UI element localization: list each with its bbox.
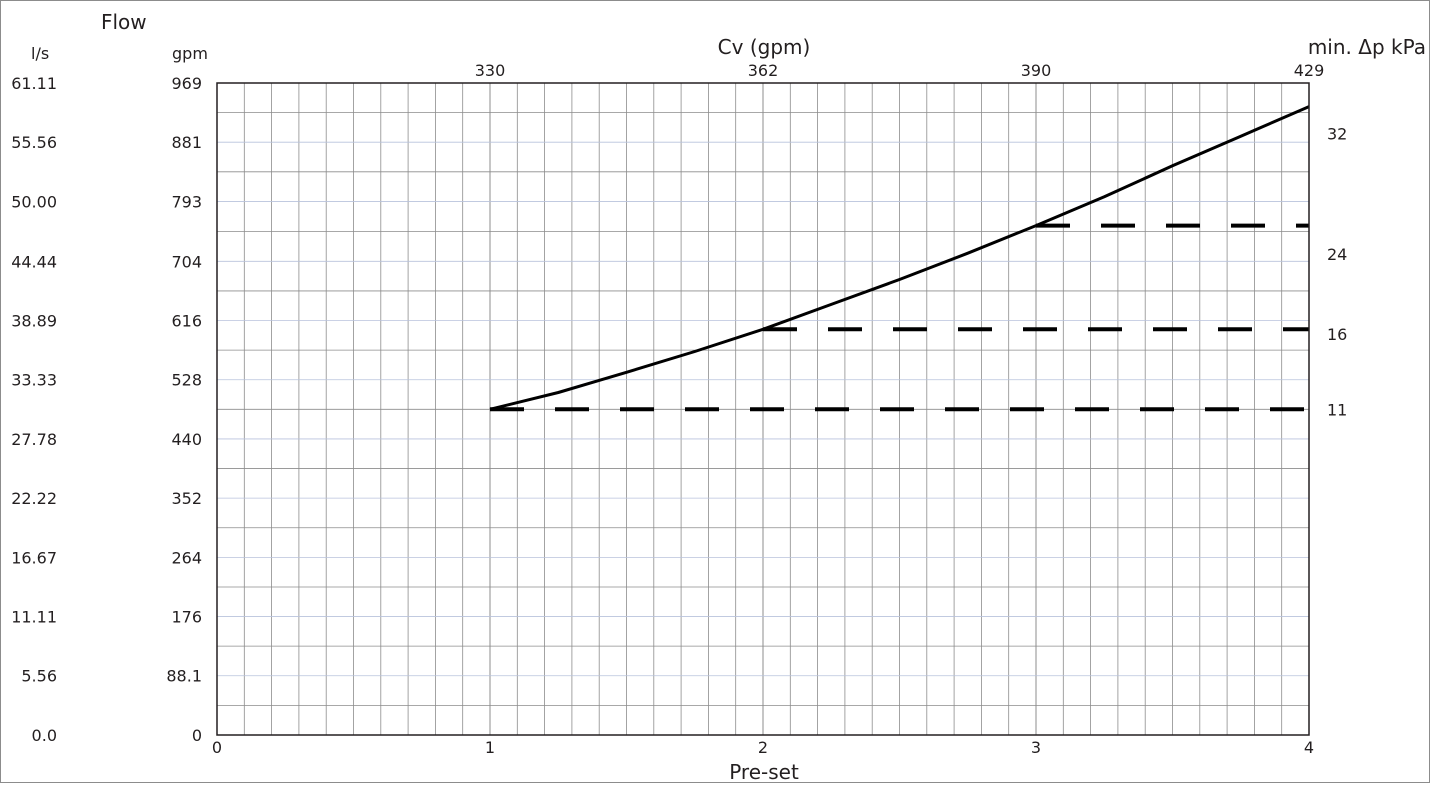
y-tick-label-ls: 22.22 [11,489,57,508]
y-tick-label-gpm: 352 [171,489,202,508]
label-layer: Flow l/s gpm Cv (gpm) min. Δp kPa Pre-se… [11,10,1426,784]
y-tick-label-gpm: 176 [171,608,202,627]
y-tick-label-gpm: 969 [171,74,202,93]
y-tick-label-gpm: 528 [171,371,202,390]
y-tick-label-ls: 50.00 [11,192,57,211]
y-axis-title: Flow [101,10,147,34]
right-axis-title: min. Δp kPa [1308,35,1426,59]
y-axis-unit-ls: l/s [31,44,49,63]
top-tick-label: 330 [475,61,506,80]
x-tick-label: 0 [212,738,222,757]
series-layer [489,105,1310,412]
right-tick-label: 24 [1327,245,1347,264]
x-tick-label: 1 [485,738,495,757]
y-tick-label-ls: 33.33 [11,371,57,390]
y-tick-label-gpm: 704 [171,252,202,271]
top-tick-label: 429 [1294,61,1325,80]
top-tick-label: 390 [1021,61,1052,80]
y-tick-label-ls: 0.0 [32,726,57,745]
right-tick-label: 32 [1327,124,1347,143]
top-tick-label: 362 [748,61,779,80]
y-tick-label-gpm: 88.1 [166,667,202,686]
x-tick-label: 3 [1031,738,1041,757]
plot-frame [216,82,1310,736]
y-tick-label-ls: 55.56 [11,133,57,152]
y-tick-label-ls: 5.56 [21,667,57,686]
y-tick-label-ls: 16.67 [11,548,57,567]
y-axis-unit-gpm: gpm [172,44,208,63]
y-tick-label-gpm: 793 [171,192,202,211]
top-axis-title: Cv (gpm) [718,35,811,59]
y-tick-label-ls: 11.11 [11,608,57,627]
y-tick-label-gpm: 616 [171,312,202,331]
right-tick-label: 16 [1327,325,1347,344]
x-tick-label: 4 [1304,738,1314,757]
y-tick-label-gpm: 881 [171,133,202,152]
y-tick-label-gpm: 264 [171,548,202,567]
x-tick-label: 2 [758,738,768,757]
flow-curve-line [489,105,1310,411]
right-tick-label: 11 [1327,400,1347,419]
y-tick-label-gpm: 440 [171,430,202,449]
y-tick-label-ls: 38.89 [11,312,57,331]
y-tick-label-ls: 61.11 [11,74,57,93]
y-tick-label-gpm: 0 [192,726,202,745]
x-axis-title: Pre-set [729,760,799,782]
y-tick-label-ls: 44.44 [11,252,57,271]
y-tick-label-ls: 27.78 [11,430,57,449]
